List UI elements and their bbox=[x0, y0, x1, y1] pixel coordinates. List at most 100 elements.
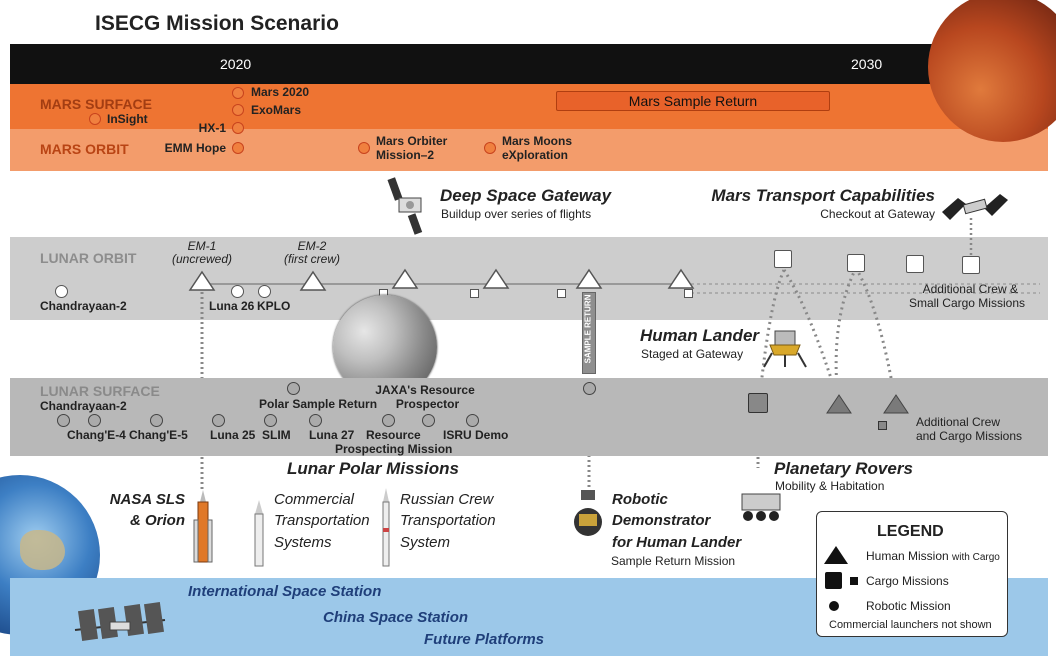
sls-label-2: & Orion bbox=[130, 512, 185, 529]
orbit-triangle-3 bbox=[391, 268, 419, 289]
resource-label-2: Prospecting Mission bbox=[335, 442, 453, 456]
luna25-label: Luna 25 bbox=[210, 428, 256, 442]
lunar-surface-band bbox=[10, 378, 1048, 456]
mars-sample-return-label: Mars Sample Return bbox=[628, 93, 758, 109]
russian-rocket-icon bbox=[382, 488, 390, 567]
legend-human-label: Human Mission with Cargo bbox=[866, 549, 1000, 563]
legend-title: LEGEND bbox=[877, 523, 944, 540]
legend-box bbox=[816, 511, 1008, 637]
mars-orbiter-label-2: Mission–2 bbox=[376, 148, 435, 162]
insight-dot bbox=[89, 113, 101, 125]
surface-cargo-square bbox=[748, 393, 768, 413]
legend-note: Commercial launchers not shown bbox=[829, 619, 992, 631]
surface-human-triangle-1 bbox=[826, 394, 852, 414]
lunar-surface-label: LUNAR SURFACE bbox=[40, 383, 160, 399]
hx1-dot bbox=[232, 122, 244, 134]
mars-planet-image bbox=[928, 0, 1056, 142]
lunar-surface-additional-1: Additional Crew bbox=[915, 415, 1000, 429]
timeline-band bbox=[10, 44, 1048, 84]
page-title: ISECG Mission Scenario bbox=[95, 12, 339, 35]
legend-triangle-icon bbox=[824, 546, 848, 564]
robotic-demo-label-1: Robotic bbox=[612, 491, 668, 508]
mars2020-dot bbox=[232, 87, 244, 99]
hx1-label: HX-1 bbox=[198, 121, 226, 135]
em2-label-1: EM-2 bbox=[297, 239, 327, 253]
cargo-small-4 bbox=[684, 289, 693, 298]
em1-label-2: (uncrewed) bbox=[171, 252, 233, 266]
cargo-square-1 bbox=[774, 250, 792, 268]
cargo-small-3 bbox=[557, 289, 566, 298]
commercial-label-3: Systems bbox=[274, 534, 332, 551]
mars-surface-band bbox=[10, 84, 1048, 129]
lunar-orbit-additional-2: Small Cargo Missions bbox=[908, 296, 1025, 310]
legend-cargo-small-icon bbox=[850, 577, 858, 585]
mars2020-label: Mars 2020 bbox=[251, 85, 310, 99]
orbit-triangle-5 bbox=[575, 268, 603, 289]
jaxa-label-1: JAXA's Resource bbox=[375, 383, 475, 397]
cargo-small-2 bbox=[470, 289, 479, 298]
planetary-rovers-subtitle: Mobility & Habitation bbox=[775, 479, 885, 493]
em2-human-mission-triangle bbox=[299, 270, 327, 291]
sls-rocket-icon bbox=[193, 490, 213, 563]
change5-label: Chang'E-5 bbox=[129, 428, 188, 442]
lunar-orbit-label: LUNAR ORBIT bbox=[40, 250, 137, 266]
jaxa-label-2: Prospector bbox=[395, 397, 460, 411]
sls-label-1: NASA SLS bbox=[109, 491, 185, 508]
kplo-label: KPLO bbox=[257, 299, 291, 313]
mars-transport-subtitle: Checkout at Gateway bbox=[820, 207, 935, 221]
luna27-label: Luna 27 bbox=[309, 428, 355, 442]
legend-cargo-large-icon bbox=[825, 572, 842, 589]
commercial-label-2: Transportation bbox=[274, 512, 370, 529]
luna26-dot bbox=[231, 285, 244, 298]
resource-label-1: Resource bbox=[366, 428, 421, 442]
luna25-dot bbox=[212, 414, 225, 427]
mars-transport-title: Mars Transport Capabilities bbox=[711, 186, 935, 205]
change5-dot bbox=[150, 414, 163, 427]
legend-robotic-icon bbox=[829, 601, 839, 611]
lunar-orbit-additional-1: Additional Crew & bbox=[922, 282, 1018, 296]
robotic-demonstrator-icon bbox=[574, 490, 602, 536]
sample-return-bar bbox=[582, 292, 596, 374]
legend-robotic-label: Robotic Mission bbox=[866, 599, 951, 613]
human-lander-icon bbox=[763, 330, 807, 368]
commercial-rocket-icon bbox=[254, 500, 264, 567]
cargo-square-2 bbox=[847, 254, 865, 272]
legend-cargo-label: Cargo Missions bbox=[866, 574, 949, 588]
exomars-dot bbox=[232, 104, 244, 116]
chandrayaan2-surface-label: Chandrayaan-2 bbox=[40, 399, 127, 413]
robotic-demo-label-2: Demonstrator bbox=[612, 512, 711, 529]
luna26-label: Luna 26 bbox=[209, 299, 255, 313]
mars-orbiter-label-1: Mars Orbiter bbox=[376, 134, 448, 148]
kplo-dot bbox=[258, 285, 271, 298]
chandrayaan2-surface-dot bbox=[57, 414, 70, 427]
robotic-demo-label-3: for Human Lander bbox=[612, 534, 742, 551]
em1-human-mission-triangle bbox=[188, 270, 216, 291]
commercial-label-1: Commercial bbox=[274, 491, 355, 508]
cargo-square-3 bbox=[906, 255, 924, 273]
earth-land bbox=[20, 530, 65, 570]
polar-sample-return-label: Polar Sample Return bbox=[259, 397, 378, 411]
year-2020: 2020 bbox=[220, 56, 252, 72]
iss-label: International Space Station bbox=[188, 583, 382, 600]
cargo-square-4 bbox=[962, 256, 980, 274]
sample-return-label: SAMPLE RETURN bbox=[583, 294, 593, 364]
rover-icon bbox=[741, 493, 781, 521]
legend-human-suffix: with Cargo bbox=[952, 552, 1000, 563]
em2-label-2: (first crew) bbox=[284, 252, 340, 266]
gateway-title: Deep Space Gateway bbox=[440, 186, 612, 205]
lunar-surface-additional-2: and Cargo Missions bbox=[915, 429, 1022, 443]
russian-label-1: Russian Crew bbox=[400, 491, 494, 508]
luna27-dot bbox=[309, 414, 322, 427]
chandrayaan2-orbit-dot bbox=[55, 285, 68, 298]
mars-surface-label: MARS SURFACE bbox=[40, 96, 153, 112]
space-station-icon bbox=[74, 602, 166, 641]
mars-sample-return-bar bbox=[556, 91, 830, 111]
year-2030: 2030 bbox=[851, 56, 883, 72]
orbit-triangle-4 bbox=[482, 268, 510, 289]
emm-hope-dot bbox=[232, 142, 244, 154]
mars-moons-label-1: Mars Moons bbox=[502, 134, 573, 148]
emm-hope-label: EMM Hope bbox=[164, 141, 226, 155]
mars-moons-label-2: eXploration bbox=[502, 148, 569, 162]
jaxa-dot bbox=[422, 414, 435, 427]
css-label: China Space Station bbox=[323, 609, 469, 626]
